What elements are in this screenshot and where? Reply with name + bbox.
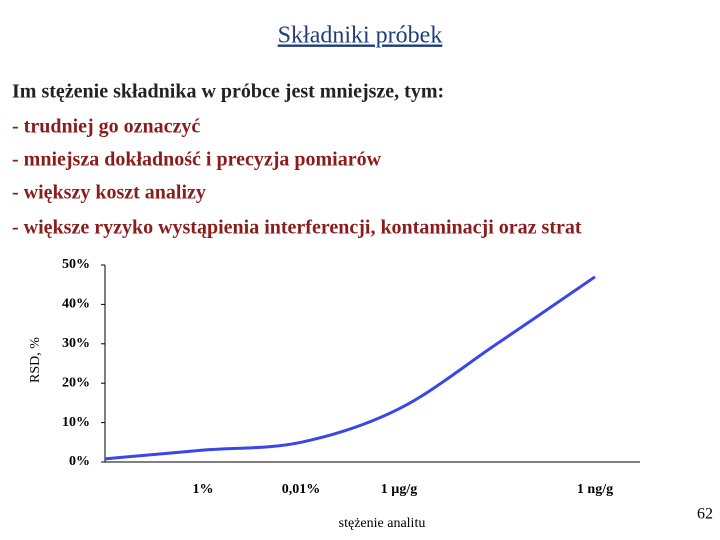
x-axis-label: stężenie analitu [339,516,426,531]
y-tick-label: 0% [69,454,90,469]
slide-title: Składniki próbek [278,23,443,49]
text-line: - trudniej go oznaczyć [12,116,200,138]
text-line: Im stężenie składnika w próbce jest mnie… [12,81,444,103]
text-line: - większy koszt analizy [12,182,206,204]
data-line [104,275,596,461]
text-line: - większe ryzyko wystąpienia interferenc… [12,217,582,239]
x-tick-label: 1 µg/g [381,482,417,497]
y-tick-label: 20% [62,375,90,390]
y-axis-label: RSD, % [28,337,43,383]
y-tick-label: 50% [62,257,90,272]
y-tick-label: 10% [62,415,90,430]
x-tick-label: 0,01% [282,482,321,497]
x-tick-label: 1% [193,482,214,497]
page-number: 62 [697,506,713,523]
x-tick-label: 1 ng/g [577,482,613,497]
text-line: - mniejsza dokładność i precyzja pomiaró… [12,149,382,171]
y-tick-label: 40% [62,297,90,312]
y-tick-label: 30% [62,336,90,351]
